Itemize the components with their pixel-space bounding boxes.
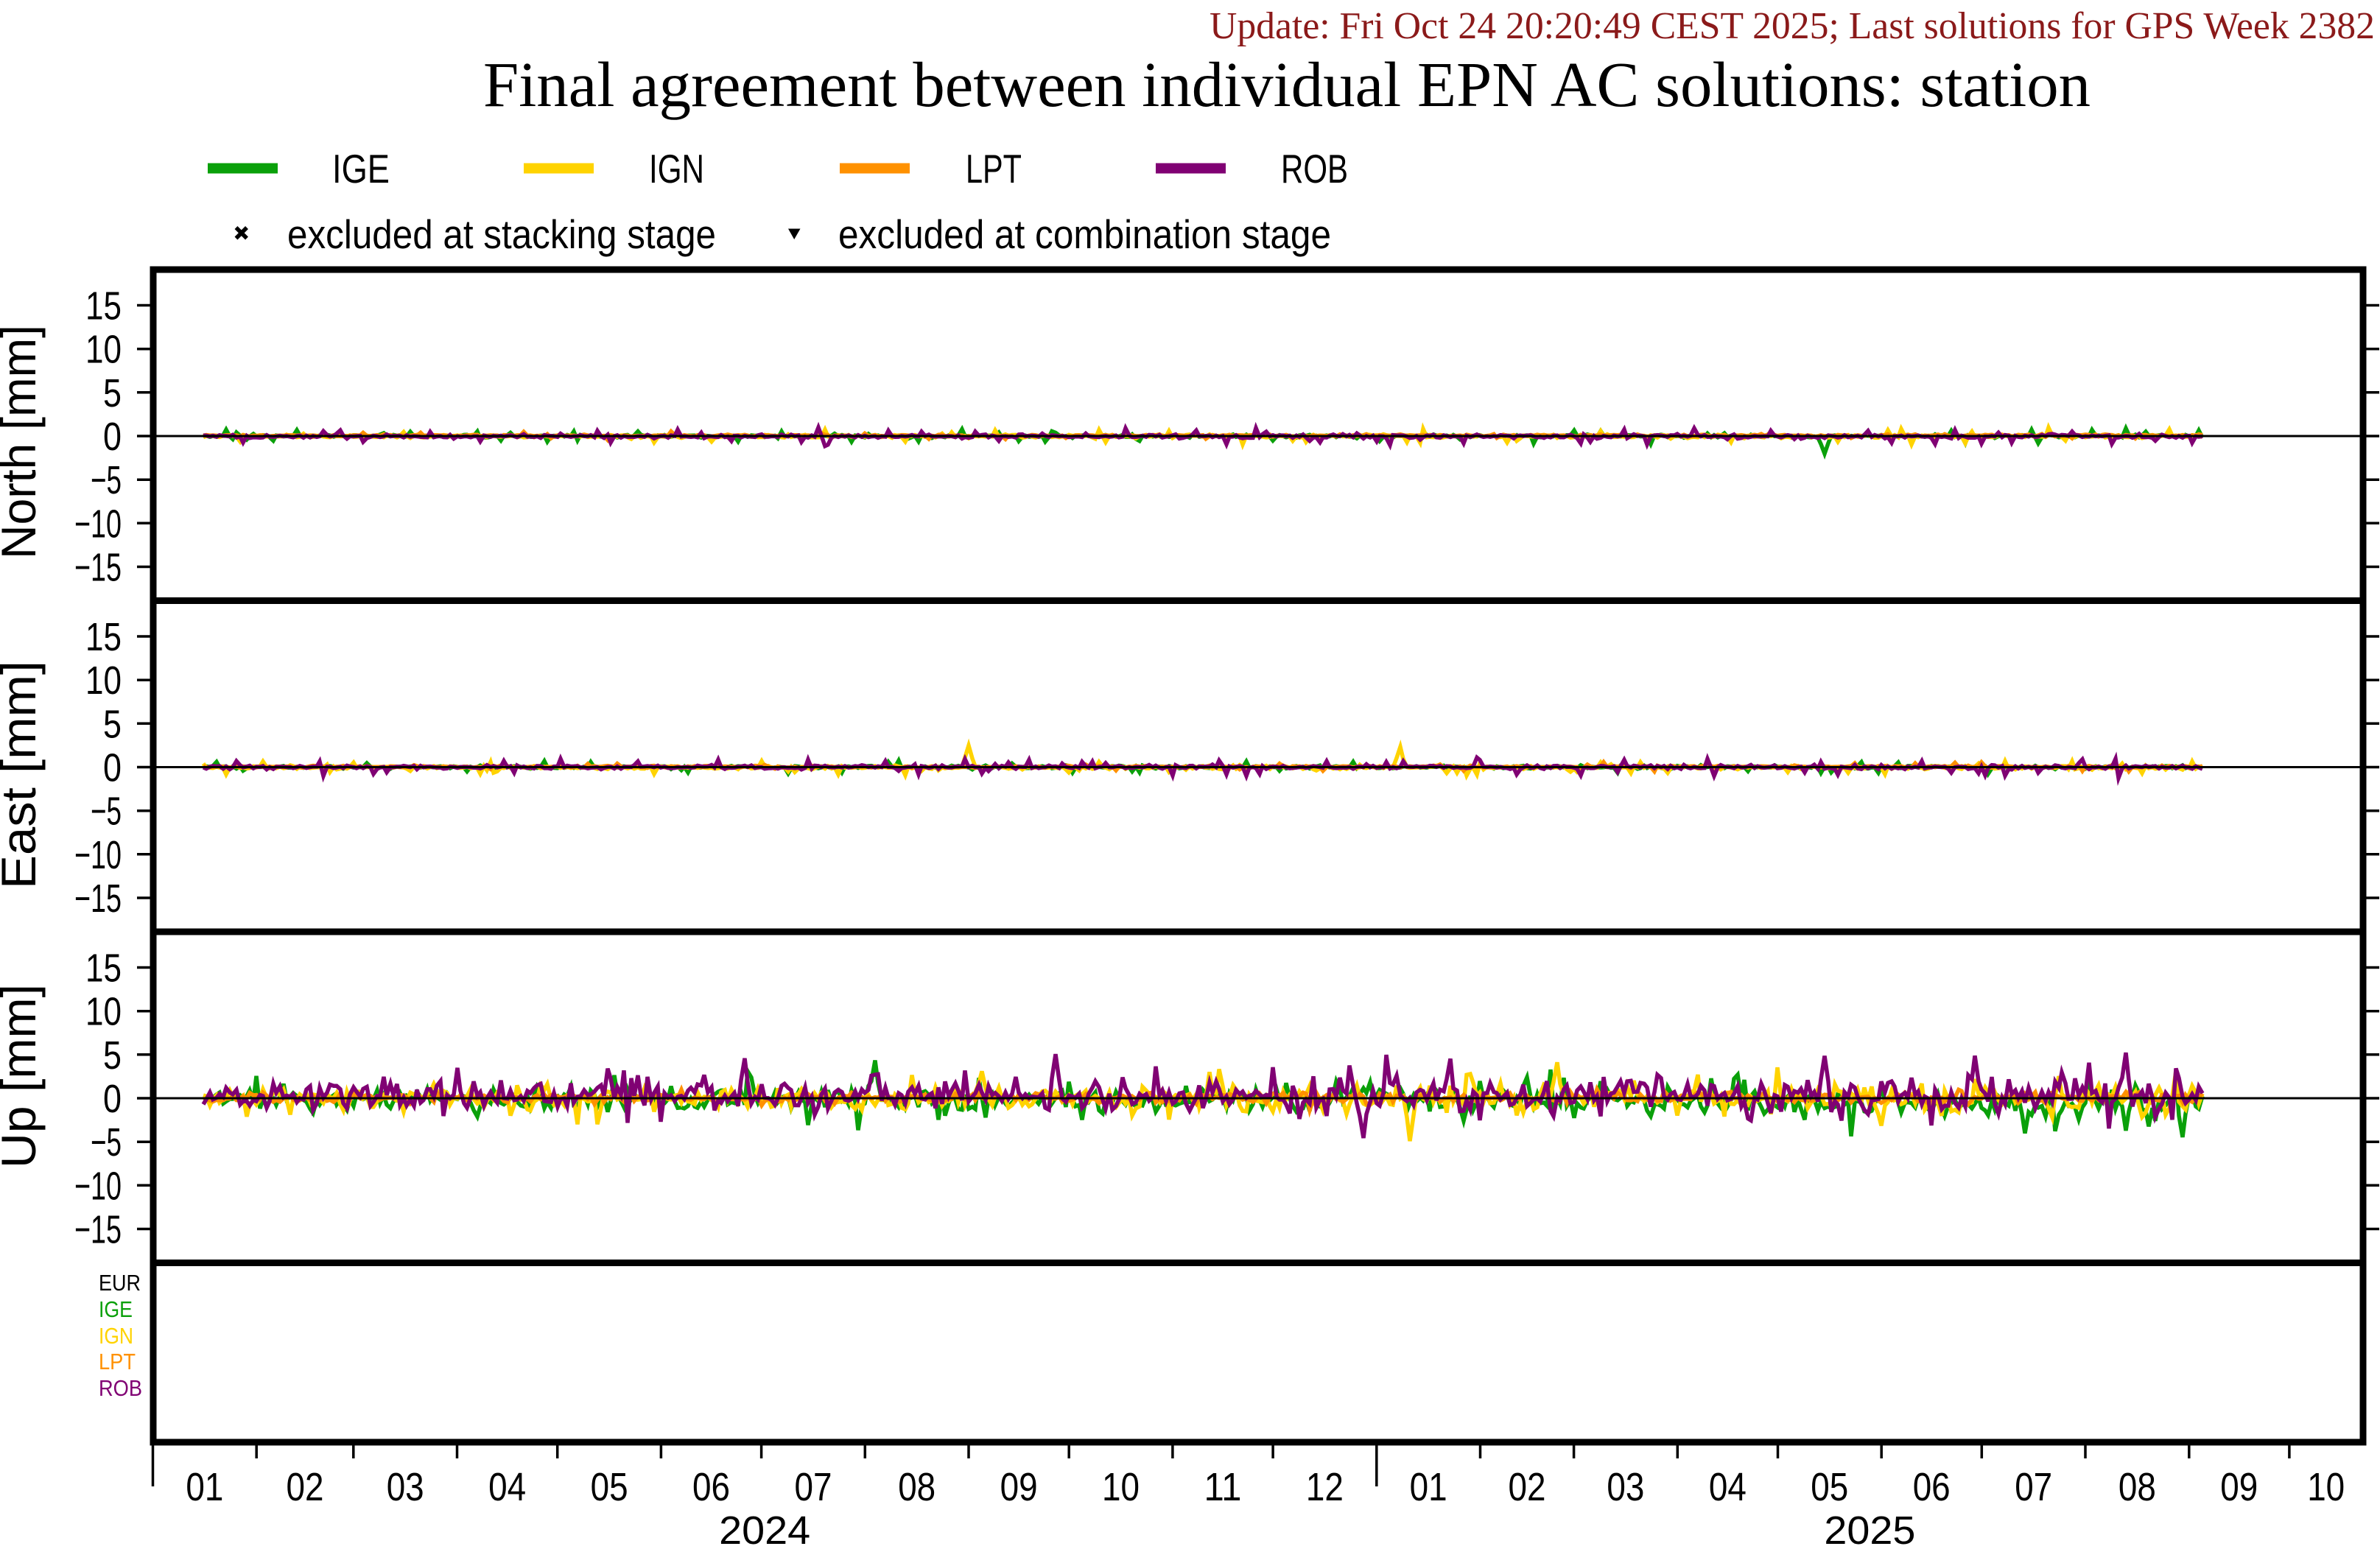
svg-text:excluded at stacking stage: excluded at stacking stage — [287, 211, 716, 257]
svg-text:07: 07 — [2015, 1465, 2052, 1509]
svg-text:North [mm]: North [mm] — [0, 325, 46, 559]
svg-text:2025: 2025 — [1824, 1508, 1915, 1545]
svg-text:10: 10 — [1102, 1465, 1140, 1509]
svg-text:LPT: LPT — [966, 146, 1022, 192]
svg-text:ROB: ROB — [1281, 146, 1348, 192]
svg-text:11: 11 — [1204, 1465, 1242, 1509]
svg-text:5: 5 — [103, 371, 122, 415]
svg-text:01: 01 — [1410, 1465, 1447, 1509]
svg-text:IGN: IGN — [99, 1323, 133, 1349]
svg-text:01: 01 — [186, 1465, 223, 1509]
svg-text:10: 10 — [85, 990, 122, 1034]
svg-text:−15: −15 — [74, 1208, 122, 1252]
svg-text:04: 04 — [488, 1465, 526, 1509]
svg-text:IGE: IGE — [99, 1296, 133, 1322]
svg-text:08: 08 — [898, 1465, 935, 1509]
svg-text:15: 15 — [85, 284, 122, 329]
svg-text:08: 08 — [2119, 1465, 2156, 1509]
svg-text:ROB: ROB — [99, 1375, 142, 1401]
svg-text:02: 02 — [1509, 1465, 1546, 1509]
svg-text:09: 09 — [1000, 1465, 1038, 1509]
svg-text:IGE: IGE — [332, 146, 390, 192]
svg-text:Update: Fri Oct 24 20:20:49 CE: Update: Fri Oct 24 20:20:49 CEST 2025; L… — [1210, 5, 2375, 47]
svg-text:EUR: EUR — [99, 1270, 141, 1296]
svg-text:06: 06 — [692, 1465, 730, 1509]
svg-text:Up [mm]: Up [mm] — [0, 984, 46, 1168]
svg-text:05: 05 — [1811, 1465, 1848, 1509]
svg-text:05: 05 — [591, 1465, 628, 1509]
svg-text:06: 06 — [1913, 1465, 1951, 1509]
svg-text:10: 10 — [85, 658, 122, 703]
svg-text:07: 07 — [795, 1465, 832, 1509]
svg-text:0: 0 — [103, 415, 122, 459]
svg-text:12: 12 — [1306, 1465, 1344, 1509]
svg-text:−15: −15 — [74, 546, 122, 590]
svg-text:−5: −5 — [91, 790, 122, 834]
svg-text:10: 10 — [2307, 1465, 2345, 1509]
svg-text:LPT: LPT — [99, 1349, 136, 1374]
svg-text:−15: −15 — [74, 877, 122, 921]
svg-text:09: 09 — [2220, 1465, 2258, 1509]
svg-text:15: 15 — [85, 946, 122, 991]
svg-text:04: 04 — [1709, 1465, 1747, 1509]
svg-text:−5: −5 — [91, 458, 122, 502]
svg-text:0: 0 — [103, 1077, 122, 1121]
svg-text:15: 15 — [85, 615, 122, 659]
svg-text:10: 10 — [85, 328, 122, 372]
svg-text:−10: −10 — [74, 833, 122, 877]
svg-text:−5: −5 — [91, 1120, 122, 1165]
svg-text:03: 03 — [387, 1465, 424, 1509]
svg-text:0: 0 — [103, 746, 122, 790]
svg-text:excluded at combination stage: excluded at combination stage — [838, 211, 1331, 257]
svg-text:Final agreement between indivi: Final agreement between individual EPN A… — [483, 49, 2091, 120]
svg-text:5: 5 — [103, 1033, 122, 1078]
svg-text:IGN: IGN — [649, 146, 704, 192]
svg-text:03: 03 — [1607, 1465, 1644, 1509]
svg-text:5: 5 — [103, 702, 122, 746]
svg-text:2024: 2024 — [719, 1508, 810, 1545]
svg-text:−10: −10 — [74, 502, 122, 546]
svg-text:East [mm]: East [mm] — [0, 661, 46, 889]
svg-text:02: 02 — [287, 1465, 324, 1509]
svg-text:−10: −10 — [74, 1164, 122, 1208]
